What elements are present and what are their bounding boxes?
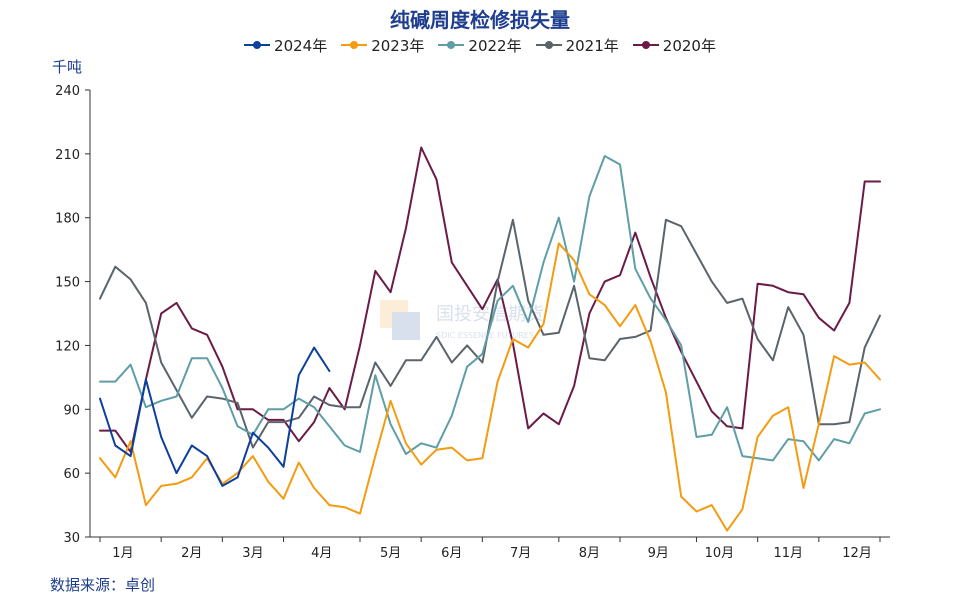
x-tick-label: 7月: [510, 546, 531, 561]
legend-item: 2024年: [244, 35, 327, 56]
y-tick-label: 210: [55, 148, 80, 163]
legend-swatch: [535, 39, 562, 51]
x-tick-label: 4月: [311, 546, 332, 561]
y-tick-label: 180: [55, 212, 80, 227]
legend-label: 2022年: [468, 36, 522, 55]
legend-label: 2024年: [274, 36, 328, 55]
series-line-2023年: [99, 242, 881, 532]
x-tick-label: 12月: [842, 546, 872, 561]
x-tick-label: 2月: [181, 546, 202, 561]
x-tick-label: 11月: [773, 546, 803, 561]
legend-item: 2022年: [438, 35, 522, 56]
y-tick-label: 30: [63, 531, 80, 546]
series-line-2024年: [99, 346, 331, 487]
series-line-2020年: [99, 146, 881, 453]
legend-swatch: [244, 39, 271, 51]
y-tick-label: 120: [55, 339, 80, 354]
x-tick-label: 3月: [242, 546, 263, 561]
legend-item: 2020年: [632, 35, 716, 56]
x-tick-label: 5月: [380, 546, 401, 561]
svg-text:国投安信期货: 国投安信期货: [436, 304, 544, 325]
y-tick-label: 150: [55, 276, 80, 291]
legend: 2024年 2023年 2022年 2021年 2020年: [0, 34, 960, 56]
y-tick-label: 90: [63, 403, 80, 418]
chart-title: 纯碱周度检修损失量: [390, 8, 570, 32]
y-tick-label: 60: [63, 467, 80, 482]
source-label: 数据来源：卓创: [50, 576, 156, 594]
series-line-2021年: [99, 218, 881, 449]
legend-label: 2021年: [565, 36, 619, 55]
x-tick-label: 10月: [705, 546, 735, 561]
legend-swatch: [438, 39, 465, 51]
watermark-logo: 国投安信期货 SDIC ESSENCE FUTURES: [380, 300, 544, 340]
x-tick-label: 6月: [441, 546, 462, 561]
x-tick-label: 9月: [648, 546, 669, 561]
legend-label: 2023年: [371, 36, 425, 55]
y-axis-unit-label: 千吨: [52, 58, 83, 76]
y-tick-label: 240: [55, 84, 80, 99]
x-tick-label: 8月: [579, 546, 600, 561]
x-tick-label: 1月: [112, 546, 133, 561]
legend-swatch: [341, 39, 368, 51]
svg-text:SDIC ESSENCE FUTURES: SDIC ESSENCE FUTURES: [436, 331, 534, 340]
series-line-2022年: [99, 155, 881, 462]
legend-item: 2023年: [341, 35, 424, 56]
legend-swatch: [632, 39, 659, 51]
legend-label: 2020年: [662, 36, 716, 55]
legend-item: 2021年: [535, 35, 619, 56]
